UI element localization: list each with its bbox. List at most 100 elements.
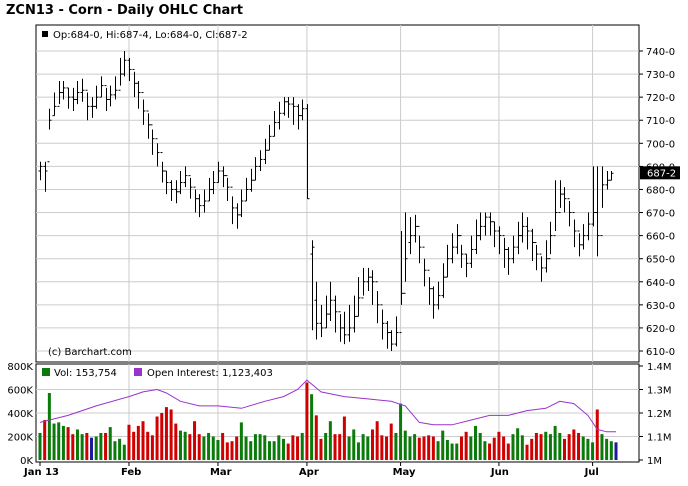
- volume-bar: [207, 432, 211, 460]
- last-price-box: [640, 166, 680, 180]
- volume-bar: [511, 434, 515, 460]
- ohlc-bar: [511, 235, 516, 264]
- volume-bar: [488, 443, 492, 460]
- volume-bar: [586, 438, 590, 460]
- volume-bar: [160, 413, 164, 460]
- volume-bar: [108, 427, 112, 460]
- ohlc-bar: [567, 198, 572, 227]
- volume-bar: [314, 415, 318, 460]
- ohlc-bar: [291, 97, 296, 125]
- price-tick-label: 650-0: [646, 255, 675, 266]
- ohlc-bar: [155, 138, 160, 167]
- volume-bar: [605, 438, 609, 460]
- ohlc-legend-marker: [42, 31, 48, 37]
- price-tick-label: 720-0: [646, 93, 675, 104]
- price-gridlines: [36, 25, 643, 362]
- volume-bar: [445, 440, 449, 460]
- volume-axis-labels: 0K 200K 400K 600K 800K: [7, 362, 33, 467]
- ohlc-bar: [516, 221, 521, 255]
- ohlc-bar: [417, 225, 422, 264]
- price-axis-labels: 610-0 620-0 630-0 640-0 650-0 660-0 670-0 680-0…: [646, 47, 675, 358]
- ohlc-legend-text: Op:684-0, Hi:687-4, Lo:684-0, Cl:687-2: [53, 30, 248, 41]
- volume-bar: [385, 436, 389, 460]
- volume-bar: [614, 442, 618, 460]
- ohlc-bar: [174, 180, 179, 204]
- ohlc-bar: [277, 101, 282, 130]
- price-tick-label: 620-0: [646, 324, 675, 335]
- ohlc-bar: [534, 242, 539, 271]
- volume-bar: [183, 431, 187, 460]
- volume-bar: [141, 421, 145, 460]
- ohlc-bar: [338, 311, 343, 342]
- volume-bar: [113, 441, 117, 460]
- volume-legend-text: Vol: 153,754: [54, 368, 117, 379]
- date-tick-label: May: [393, 467, 416, 478]
- ohlc-bar: [197, 194, 202, 218]
- ohlc-bar: [207, 177, 212, 202]
- ohlc-bar: [146, 110, 151, 139]
- last-price-label: 687-2: [647, 168, 676, 179]
- volume-bar: [366, 436, 370, 460]
- ohlc-bar: [408, 217, 413, 255]
- volume-bar: [66, 427, 70, 460]
- volume-bar: [347, 436, 351, 460]
- date-tick-label: Apr: [299, 467, 319, 478]
- volume-bar: [300, 432, 304, 460]
- volume-bar: [530, 438, 534, 460]
- ohlc-bar: [497, 226, 502, 255]
- open-interest-tick-label: 1M: [647, 456, 662, 467]
- volume-bar: [319, 438, 323, 460]
- volume-bar: [80, 434, 84, 460]
- ohlc-bar: [169, 180, 174, 201]
- volume-bar: [436, 441, 440, 460]
- volume-bar: [225, 442, 229, 460]
- ohlc-bar: [47, 108, 52, 163]
- volume-bar: [417, 437, 421, 460]
- volume-bar: [286, 443, 290, 460]
- watermark: (c) Barchart.com: [48, 347, 132, 358]
- volume-tick-label: 0K: [20, 456, 33, 467]
- ohlc-bar: [586, 212, 591, 241]
- volume-tick-label: 800K: [7, 362, 33, 373]
- volume-bar: [558, 432, 562, 460]
- ohlc-bar: [188, 175, 193, 199]
- ohlc-bar: [520, 212, 525, 243]
- date-tick-label: Jan 13: [23, 467, 59, 478]
- volume-bar: [174, 423, 178, 460]
- volume-bar: [235, 436, 239, 460]
- ohlc-bar: [595, 166, 600, 257]
- ohlc-bar: [544, 240, 549, 273]
- volume-bar: [277, 435, 281, 460]
- ohlc-bar: [122, 51, 127, 77]
- ohlc-bar: [380, 304, 385, 340]
- ohlc-bar: [389, 330, 394, 351]
- volume-bar: [197, 434, 201, 460]
- ohlc-bar: [43, 161, 48, 192]
- volume-bar: [342, 416, 346, 460]
- volume-bar: [408, 436, 412, 460]
- volume-bar: [104, 432, 108, 460]
- ohlc-bar: [216, 161, 221, 184]
- volume-bar: [516, 428, 520, 460]
- ohlc-bar: [436, 281, 441, 310]
- volume-bar: [253, 434, 257, 460]
- volume-bar: [441, 430, 445, 460]
- open-interest-tick-label: 1.1M: [647, 433, 672, 444]
- open-interest-tick-label: 1.3M: [647, 386, 672, 397]
- ohlc-bar: [253, 157, 258, 181]
- volume-bar: [595, 409, 599, 460]
- ohlc-bar: [118, 57, 123, 91]
- volume-bar: [267, 441, 271, 460]
- volume-bar: [43, 420, 47, 460]
- ohlc-bar: [450, 233, 455, 264]
- ohlc-bar: [150, 124, 155, 155]
- open-interest-legend-text: Open Interest: 1,123,403: [147, 368, 273, 379]
- ohlc-bar: [474, 219, 479, 255]
- volume-bar: [90, 437, 94, 460]
- open-interest-axis-labels: 1M 1.1M 1.2M 1.3M 1.4M: [639, 362, 672, 467]
- volume-bar: [394, 432, 398, 460]
- volume-bar: [239, 422, 243, 460]
- volume-bar: [581, 436, 585, 460]
- price-tick-label: 670-0: [646, 209, 675, 220]
